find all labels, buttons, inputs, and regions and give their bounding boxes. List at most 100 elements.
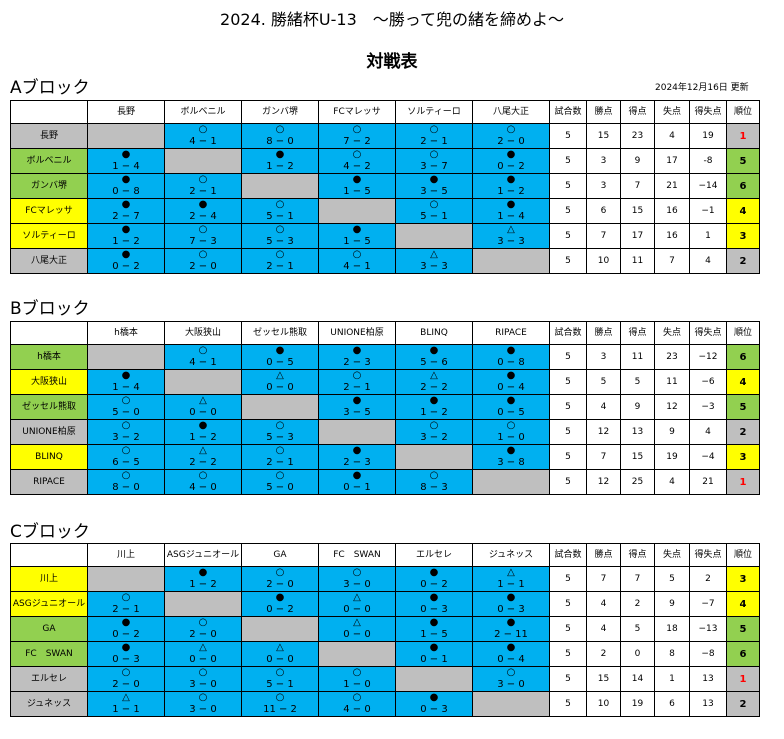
result-symbol: ● (241, 591, 319, 604)
result-symbol: ● (395, 344, 473, 357)
row-header-team: GA (10, 616, 88, 642)
match-score: 2 − 0 (472, 136, 550, 149)
stat-cell: 0 (620, 641, 655, 667)
result-symbol: ○ (472, 419, 550, 432)
stat-cell: 16 (654, 223, 690, 249)
match-score: 4 − 2 (318, 161, 396, 174)
rank-cell: 1 (726, 469, 760, 495)
column-header-team: h橋本 (87, 321, 165, 345)
result-symbol: ● (395, 616, 473, 629)
match-score: 3 − 7 (395, 161, 473, 174)
page-subtitle: 対戦表 (366, 52, 418, 72)
self-match-cell (241, 616, 319, 642)
column-header-stat: 試合数 (549, 321, 587, 345)
match-score: 2 − 11 (472, 629, 550, 642)
result-symbol: ○ (87, 419, 165, 432)
self-match-cell (87, 344, 165, 370)
column-header-team: ジュネッス (472, 543, 550, 567)
rank-cell: 6 (726, 641, 760, 667)
stat-cell: 10 (586, 248, 621, 274)
self-match-cell (318, 419, 396, 445)
stat-cell: 4 (586, 394, 621, 420)
result-symbol: ○ (395, 148, 473, 161)
match-score: 7 − 3 (164, 236, 242, 249)
column-header-team: 大阪狭山 (164, 321, 242, 345)
match-score: 1 − 2 (472, 186, 550, 199)
match-score: 0 − 0 (164, 654, 242, 667)
match-score: 3 − 0 (164, 679, 242, 692)
stat-cell: 9 (620, 394, 655, 420)
match-score: 3 − 5 (395, 186, 473, 199)
match-score: 0 − 5 (241, 357, 319, 370)
stat-cell: 15 (620, 198, 655, 224)
result-symbol: ○ (241, 198, 319, 211)
match-score: 0 − 8 (87, 186, 165, 199)
result-symbol: ○ (241, 666, 319, 679)
match-score: 2 − 0 (87, 679, 165, 692)
match-score: 1 − 2 (395, 407, 473, 420)
stat-cell: 25 (620, 469, 655, 495)
self-match-cell (241, 173, 319, 199)
match-score: 2 − 1 (241, 261, 319, 274)
column-header-team: UNIONE柏原 (318, 321, 396, 345)
match-score: 0 − 3 (395, 604, 473, 617)
stat-cell: 5 (549, 566, 587, 592)
column-header-team: 川上 (87, 543, 165, 567)
match-score: 5 − 1 (241, 211, 319, 224)
self-match-cell (241, 394, 319, 420)
result-symbol: ○ (318, 566, 396, 579)
match-score: 2 − 3 (318, 357, 396, 370)
column-header-team: ボルベニル (164, 100, 242, 124)
stat-cell: 6 (586, 198, 621, 224)
stat-cell: −14 (689, 173, 727, 199)
result-symbol: ○ (241, 123, 319, 136)
column-header-stat: 勝点 (586, 543, 621, 567)
column-header-team: FC SWAN (318, 543, 396, 567)
column-header-stat: 得失点 (689, 543, 727, 567)
column-header-stat: 得点 (620, 543, 655, 567)
result-symbol: ○ (318, 369, 396, 382)
stat-cell: 2 (586, 641, 621, 667)
stat-cell: 19 (654, 444, 690, 470)
column-header-team: ソルティーロ (395, 100, 473, 124)
rank-cell: 5 (726, 394, 760, 420)
stat-cell: 15 (620, 444, 655, 470)
stat-cell: 4 (689, 419, 727, 445)
result-symbol: △ (318, 616, 396, 629)
match-score: 1 − 4 (87, 161, 165, 174)
match-score: 3 − 5 (318, 407, 396, 420)
stat-cell: 5 (549, 419, 587, 445)
result-symbol: ○ (395, 419, 473, 432)
match-score: 3 − 2 (395, 432, 473, 445)
result-symbol: △ (472, 566, 550, 579)
match-score: 0 − 2 (87, 261, 165, 274)
match-score: 3 − 2 (87, 432, 165, 445)
row-header-team: ゼッセル熊取 (10, 394, 88, 420)
result-symbol: ● (164, 419, 242, 432)
stat-cell: 5 (549, 616, 587, 642)
result-symbol: ● (241, 148, 319, 161)
result-symbol: ● (395, 641, 473, 654)
column-header-stat: 失点 (654, 543, 690, 567)
match-score: 0 − 0 (241, 654, 319, 667)
result-symbol: ● (87, 641, 165, 654)
match-score: 8 − 0 (87, 482, 165, 495)
self-match-cell (164, 591, 242, 617)
stat-cell: 18 (654, 616, 690, 642)
self-match-cell (395, 666, 473, 692)
stat-cell: 5 (549, 641, 587, 667)
result-symbol: ● (395, 173, 473, 186)
row-header-team: ジュネッス (10, 691, 88, 717)
match-score: 5 − 1 (241, 679, 319, 692)
result-symbol: ● (87, 248, 165, 261)
stat-cell: 4 (586, 591, 621, 617)
result-symbol: ○ (241, 444, 319, 457)
stat-cell: 9 (620, 148, 655, 174)
match-score: 4 − 0 (164, 482, 242, 495)
updated-date: 2024年12月16日 更新 (655, 83, 749, 93)
rank-cell: 1 (726, 666, 760, 692)
column-header-team: ASGジュニオール (164, 543, 242, 567)
corner-cell (10, 543, 88, 567)
row-header-team: FCマレッサ (10, 198, 88, 224)
result-symbol: ● (87, 173, 165, 186)
